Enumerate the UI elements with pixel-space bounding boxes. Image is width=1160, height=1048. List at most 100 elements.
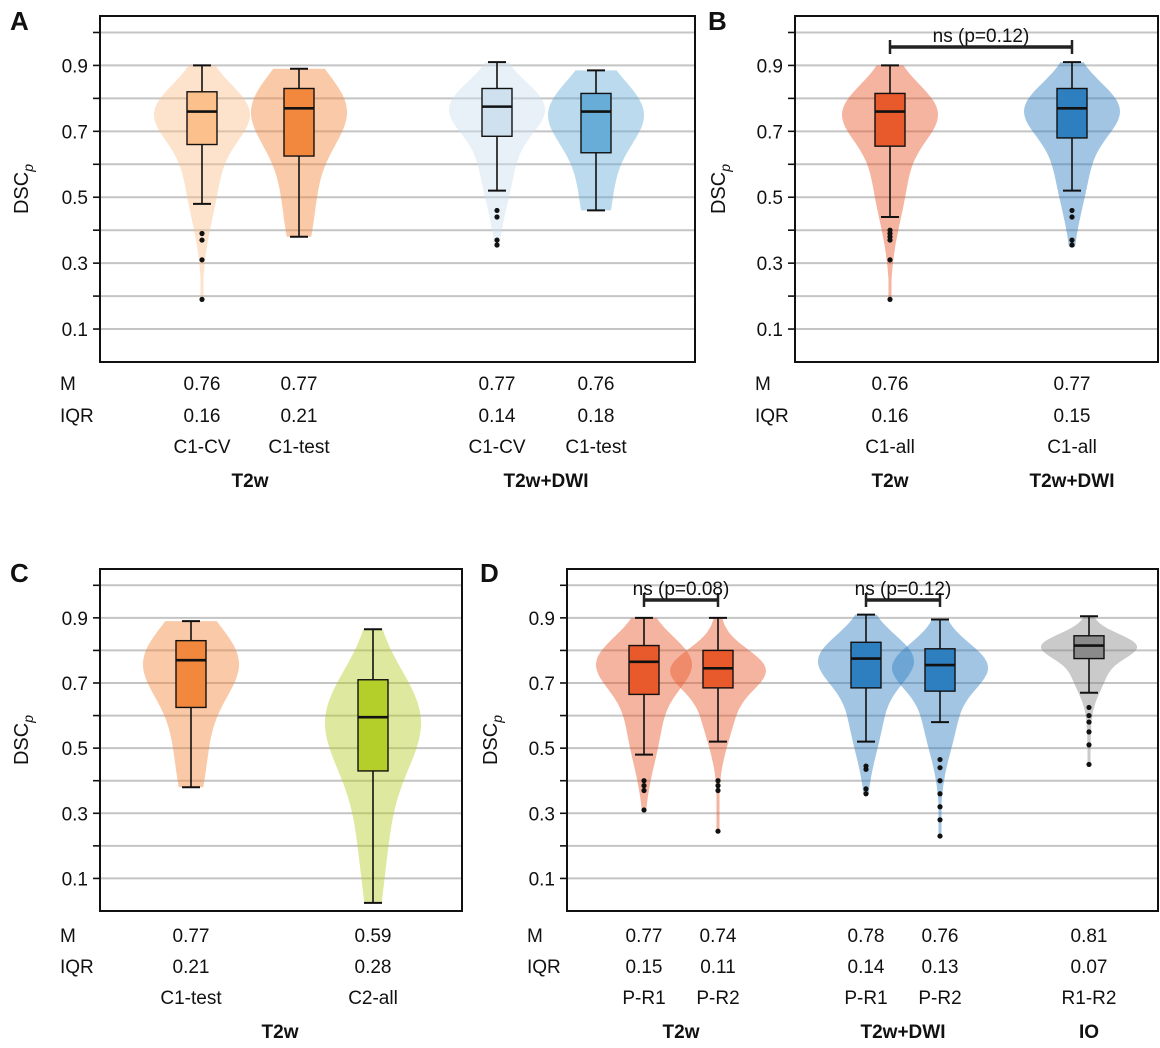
median-value: 0.59 <box>355 926 392 947</box>
row-label-median: M <box>527 926 543 947</box>
category-label: C1-all <box>865 437 915 458</box>
y-axis-label-subscript: p <box>717 164 733 173</box>
y-axis-label: DSCp <box>708 164 733 214</box>
outlier-point <box>863 786 869 792</box>
row-label-iqr: IQR <box>60 957 94 978</box>
y-tick-label: 0.7 <box>529 674 555 695</box>
iqr-value: 0.21 <box>173 957 210 978</box>
y-axis-label-main: DSC <box>708 172 730 214</box>
violin-p-r1 <box>818 613 914 797</box>
median-value: 0.77 <box>173 926 210 947</box>
y-tick-label: 0.9 <box>62 56 88 77</box>
outlier-point <box>199 296 205 302</box>
y-axis-label: DSCp <box>11 164 36 214</box>
category-label: C1-test <box>268 437 330 458</box>
row-label-median: M <box>755 374 771 395</box>
iqr-value: 0.16 <box>184 406 221 427</box>
iqr-box <box>1056 87 1088 139</box>
iqr-value: 0.28 <box>355 957 392 978</box>
median-value: 0.74 <box>700 926 737 947</box>
outlier-point <box>1069 207 1075 214</box>
iqr-value: 0.11 <box>700 957 736 978</box>
outlier-point <box>1069 237 1075 243</box>
group-label: T2w+DWI <box>1030 471 1115 492</box>
iqr-box <box>850 641 882 689</box>
outlier-point <box>937 817 943 823</box>
iqr-value: 0.21 <box>281 406 318 427</box>
outlier-point <box>494 207 500 214</box>
plot-frame <box>99 568 463 912</box>
group-label: T2w <box>872 471 909 492</box>
y-tick-label: 0.7 <box>62 122 88 143</box>
iqr-value: 0.13 <box>922 957 959 978</box>
violin-c1-all <box>1024 61 1120 248</box>
violin-c1-cv <box>449 61 545 248</box>
group-label: T2w <box>663 1022 700 1043</box>
plot-frame <box>566 568 1159 912</box>
iqr-value: 0.18 <box>578 406 615 427</box>
outlier-point <box>937 791 943 797</box>
outlier-point <box>887 227 893 233</box>
y-tick-label: 0.5 <box>62 188 88 209</box>
outlier-point <box>863 763 869 769</box>
median-value: 0.77 <box>1054 374 1091 395</box>
iqr-box <box>283 87 315 157</box>
outlier-point <box>887 296 893 302</box>
median-value: 0.76 <box>578 374 615 395</box>
outlier-point <box>1086 719 1092 725</box>
outlier-point <box>1086 742 1092 748</box>
iqr-box <box>924 648 956 692</box>
outlier-point <box>715 778 721 784</box>
y-axis-label: DSCp <box>480 715 505 765</box>
outlier-point <box>199 237 205 243</box>
panel-letter: A <box>10 6 29 36</box>
category-label: C1-all <box>1047 437 1097 458</box>
row-label-iqr: IQR <box>527 957 561 978</box>
outlier-point <box>715 787 721 794</box>
violin-p-r1 <box>596 616 692 813</box>
violin-c1-test <box>548 69 644 212</box>
y-tick-label: 0.3 <box>62 804 88 825</box>
violin-c1-test <box>251 67 347 238</box>
outlier-point <box>1069 242 1075 248</box>
iqr-value: 0.14 <box>479 406 516 427</box>
y-tick-label: 0.3 <box>62 254 88 275</box>
iqr-value: 0.07 <box>1071 957 1108 978</box>
outlier-point <box>937 804 943 810</box>
plot-frame <box>794 15 1159 363</box>
category-label: C2-all <box>348 988 398 1009</box>
category-label: P-R2 <box>918 988 961 1009</box>
median-value: 0.77 <box>626 926 663 947</box>
y-tick-label: 0.1 <box>757 320 783 341</box>
row-label-median: M <box>60 926 76 947</box>
outlier-point <box>887 257 893 263</box>
group-label: T2w <box>262 1022 299 1043</box>
group-label: T2w <box>232 471 269 492</box>
iqr-value: 0.16 <box>872 406 909 427</box>
iqr-box <box>628 644 660 696</box>
y-axis-label-main: DSC <box>480 723 502 765</box>
y-axis-label-subscript: p <box>20 164 36 173</box>
outlier-point <box>641 778 647 784</box>
y-tick-label: 0.9 <box>757 56 783 77</box>
row-label-iqr: IQR <box>60 406 94 427</box>
outlier-point <box>1086 704 1092 711</box>
outlier-point <box>937 765 943 771</box>
y-axis-label-subscript: p <box>489 715 505 724</box>
panel-letter: D <box>480 558 499 588</box>
iqr-box <box>186 91 218 146</box>
outlier-point <box>937 756 943 763</box>
panel-D: D 0.1 0.3 0.5 0.7 0.9 DSCp 0.77 0.15 P-R1 0.74 0.11… <box>480 558 1159 1043</box>
y-tick-label: 0.1 <box>62 320 88 341</box>
y-axis-label-main: DSC <box>11 172 33 214</box>
median-value: 0.76 <box>184 374 221 395</box>
y-tick-label: 0.5 <box>62 739 88 760</box>
median-value: 0.76 <box>872 374 909 395</box>
outlier-point <box>863 791 869 797</box>
panel-C: C 0.1 0.3 0.5 0.7 0.9 DSCp 0.77 0.21 C1-test 0.59 0… <box>10 558 463 1043</box>
iqr-box <box>175 639 207 709</box>
plot-frame <box>99 15 696 363</box>
outlier-point <box>641 783 647 789</box>
iqr-box <box>481 87 513 137</box>
